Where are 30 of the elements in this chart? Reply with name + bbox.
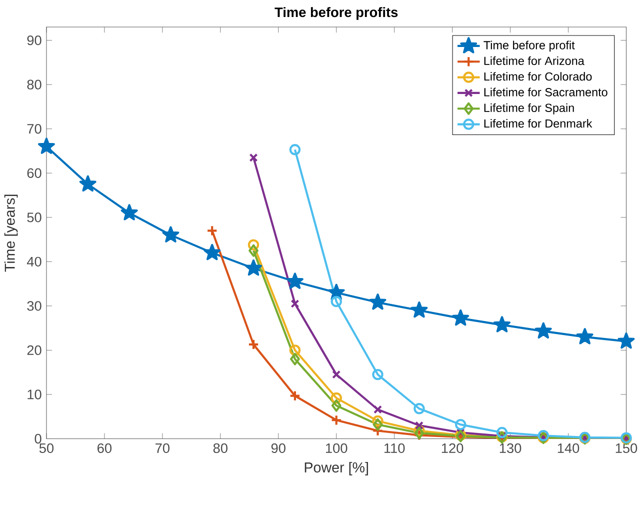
x-tick-label: 80 bbox=[213, 443, 228, 454]
legend-label: Time before profit bbox=[484, 40, 575, 52]
x-tick-label: 70 bbox=[156, 443, 170, 454]
y-tick-label: 20 bbox=[27, 345, 42, 356]
x-tick-label: 120 bbox=[442, 443, 464, 454]
legend-label: Lifetime for Arizona bbox=[484, 56, 584, 66]
y-tick-label: 90 bbox=[27, 36, 42, 46]
y-axis-title: Time [years] bbox=[4, 194, 18, 272]
legend-label: Lifetime for Colorado bbox=[484, 72, 592, 81]
y-tick-label: 70 bbox=[27, 124, 42, 134]
x-axis-title: Power [%] bbox=[304, 462, 368, 476]
x-tick-label: 130 bbox=[500, 443, 522, 454]
x-tick-label: 50 bbox=[39, 443, 54, 454]
y-tick-label: 30 bbox=[27, 301, 42, 311]
x-tick-label: 90 bbox=[271, 443, 286, 454]
y-tick-label: 80 bbox=[27, 80, 42, 90]
legend-label: Lifetime for Spain bbox=[484, 103, 574, 114]
x-tick-label: 60 bbox=[98, 443, 112, 454]
x-tick-label: 100 bbox=[326, 443, 348, 454]
legend-label: Lifetime for Sacramento bbox=[484, 88, 608, 96]
x-tick-label: 140 bbox=[558, 443, 580, 454]
y-tick-label: 60 bbox=[27, 168, 42, 178]
y-tick-label: 40 bbox=[26, 256, 42, 267]
y-tick-label: 10 bbox=[28, 390, 42, 400]
chart-title: Time before profits bbox=[274, 7, 398, 20]
x-tick-label: 150 bbox=[616, 443, 638, 454]
x-tick-label: 110 bbox=[384, 443, 405, 454]
y-tick-label: 50 bbox=[27, 212, 42, 222]
legend-label: Lifetime for Denmark bbox=[484, 119, 592, 128]
y-tick-label: 0 bbox=[34, 434, 42, 444]
